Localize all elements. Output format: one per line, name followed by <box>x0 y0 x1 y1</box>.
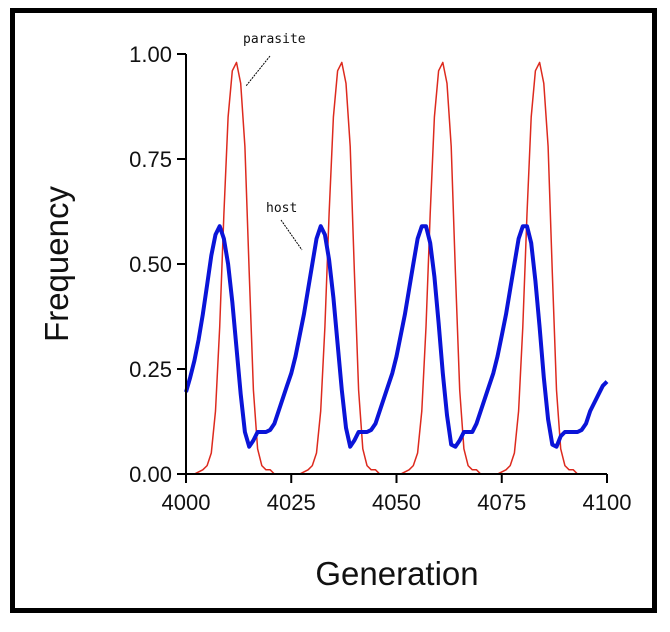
y-tick-label: 0.50 <box>129 252 172 277</box>
annotation-parasite-leader <box>245 55 271 87</box>
x-tick-label: 4100 <box>583 490 632 515</box>
x-tick-label: 4050 <box>372 490 421 515</box>
figure-frame <box>10 8 657 613</box>
x-tick-label: 4000 <box>162 490 211 515</box>
annotation-parasite: parasite <box>243 32 306 47</box>
y-axis-title: Frequency <box>38 186 75 342</box>
x-axis-title: Generation <box>315 555 478 592</box>
x-ticks: 4000 4025 4050 4075 4100 <box>162 474 632 515</box>
y-tick-label: 1.00 <box>129 42 172 67</box>
parasite-line <box>186 61 607 475</box>
y-tick-label: 0.25 <box>129 357 172 382</box>
parasite-series <box>186 61 607 475</box>
y-tick-label: 0.00 <box>129 462 172 487</box>
host-series <box>184 224 609 449</box>
x-tick-label: 4075 <box>477 490 526 515</box>
annotation-host-leader <box>280 219 303 251</box>
y-tick-label: 0.75 <box>129 147 172 172</box>
annotation-host: host <box>266 201 297 216</box>
y-ticks: 0.00 0.25 0.50 0.75 1.00 <box>129 42 186 487</box>
x-tick-label: 4025 <box>267 490 316 515</box>
host-line <box>184 224 609 449</box>
